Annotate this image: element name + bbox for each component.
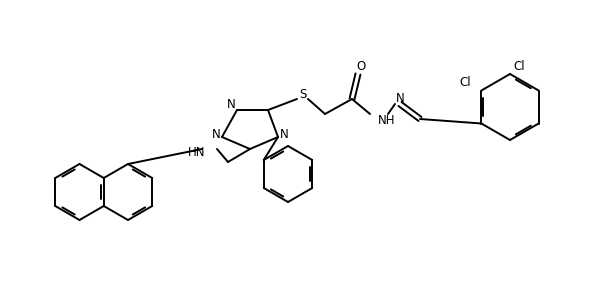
Text: Cl: Cl [513,60,524,72]
Text: N: N [226,98,235,112]
Text: N: N [212,128,221,142]
Text: Cl: Cl [460,76,471,89]
Text: N: N [280,128,288,142]
Text: HN: HN [188,145,205,159]
Text: O: O [356,60,365,74]
Text: NH: NH [378,114,396,126]
Text: S: S [299,88,307,102]
Text: N: N [396,91,404,105]
